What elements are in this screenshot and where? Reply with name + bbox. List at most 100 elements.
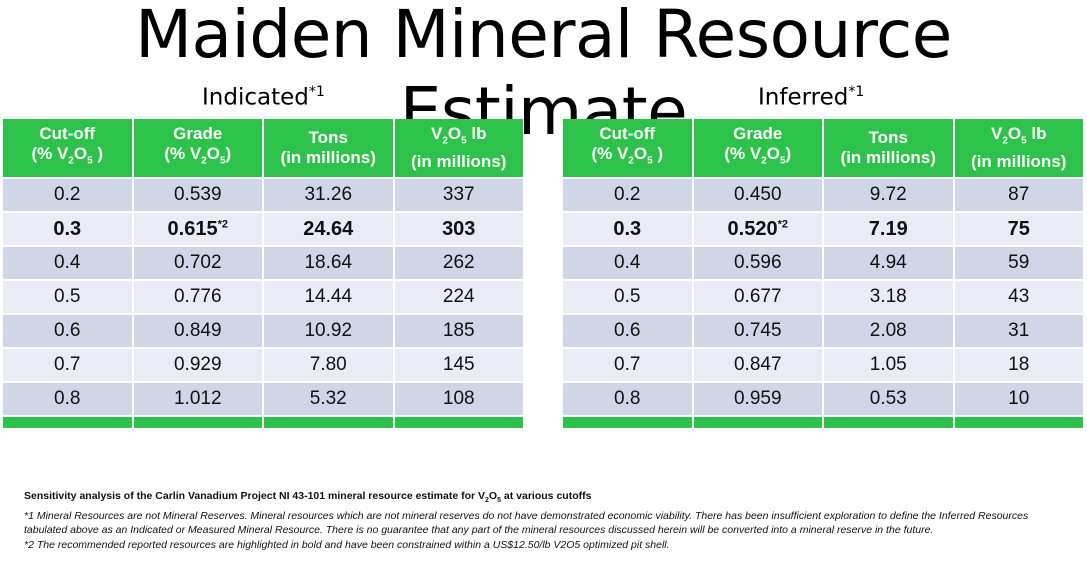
- subscript: 2: [485, 497, 489, 505]
- cell-grade: 0.849: [133, 315, 262, 347]
- cell-tons: 0.53: [824, 383, 953, 415]
- footer-cell: [954, 417, 1083, 428]
- notes-heading: Sensitivity analysis of the Carlin Vanad…: [24, 489, 1074, 509]
- table-row: 0.4 0.702 18.64 262: [3, 247, 523, 279]
- cell-v2o5-lb: 75: [954, 213, 1083, 245]
- cell-grade: 0.677: [693, 281, 822, 313]
- cell-cutoff: 0.6: [563, 315, 692, 347]
- subscript: 5: [497, 497, 501, 505]
- cell-tons: 5.32: [264, 383, 393, 415]
- table-row: 0.6 0.745 2.08 31: [563, 315, 1083, 347]
- cell-cutoff: 0.7: [3, 349, 132, 381]
- footer-cell: [824, 417, 953, 428]
- cell-tons: 4.94: [824, 247, 953, 279]
- cell-v2o5-lb: 224: [394, 281, 523, 313]
- header-tons: Tons (in millions): [264, 119, 393, 177]
- cell-grade: 0.596: [693, 247, 822, 279]
- cell-v2o5-lb: 145: [394, 349, 523, 381]
- cell-v2o5-lb: 337: [394, 179, 523, 211]
- cell-tons: 7.80: [264, 349, 393, 381]
- cell-cutoff: 0.5: [3, 281, 132, 313]
- footer-cell: [563, 417, 692, 428]
- header-v2o5-lb: V2O5 lb (in millions): [394, 119, 523, 177]
- cell-cutoff: 0.4: [563, 247, 692, 279]
- cell-grade: 0.615*2: [133, 213, 262, 245]
- cell-cutoff: 0.8: [563, 383, 692, 415]
- cell-cutoff: 0.6: [3, 315, 132, 347]
- cell-cutoff: 0.3: [563, 213, 692, 245]
- table-row: 0.2 0.450 9.72 87: [563, 179, 1083, 211]
- table-row: 0.6 0.849 10.92 185: [3, 315, 523, 347]
- cell-tons: 18.64: [264, 247, 393, 279]
- cell-cutoff: 0.7: [563, 349, 692, 381]
- header-grade: Grade (% V2O5): [133, 119, 262, 177]
- footnotes: Sensitivity analysis of the Carlin Vanad…: [24, 489, 1074, 552]
- header-v2o5-lb: V2O5 lb (in millions): [954, 119, 1083, 177]
- footer-cell: [3, 417, 132, 428]
- cell-grade: 0.847: [693, 349, 822, 381]
- cell-tons: 7.19: [824, 213, 953, 245]
- indicated-table: Cut-off (% V2O5 ) Grade (% V2O5) Tons (in mil…: [1, 117, 525, 430]
- footnote-ref: *1: [848, 84, 865, 100]
- page-title: Maiden Mineral Resource Estimate: [135, 0, 952, 150]
- cell-grade: 0.745: [693, 315, 822, 347]
- cell-grade: 0.520*2: [693, 213, 822, 245]
- cell-tons: 1.05: [824, 349, 953, 381]
- table-row: 0.7 0.929 7.80 145: [3, 349, 523, 381]
- footer-bar: [563, 417, 1083, 428]
- footer-cell: [264, 417, 393, 428]
- cell-v2o5-lb: 303: [394, 213, 523, 245]
- cell-tons: 31.26: [264, 179, 393, 211]
- footer-cell: [693, 417, 822, 428]
- table-row: 0.3 0.520*2 7.19 75: [563, 213, 1083, 245]
- cell-v2o5-lb: 262: [394, 247, 523, 279]
- notes-heading-text: O: [488, 490, 498, 502]
- cell-tons: 9.72: [824, 179, 953, 211]
- cell-tons: 2.08: [824, 315, 953, 347]
- cell-cutoff: 0.2: [563, 179, 692, 211]
- cell-tons: 24.64: [264, 213, 393, 245]
- footnote-2: *2 The recommended reported resources ar…: [24, 538, 670, 551]
- table-row: 0.8 1.012 5.32 108: [3, 383, 523, 415]
- table-row: 0.8 0.959 0.53 10: [563, 383, 1083, 415]
- table-row: 0.2 0.539 31.26 337: [3, 179, 523, 211]
- header-cutoff: Cut-off (% V2O5 ): [3, 119, 132, 177]
- table-row: 0.3 0.615*2 24.64 303: [3, 213, 523, 245]
- footer-cell: [394, 417, 523, 428]
- cell-v2o5-lb: 87: [954, 179, 1083, 211]
- cell-cutoff: 0.8: [3, 383, 132, 415]
- cell-grade: 0.450: [693, 179, 822, 211]
- footer-bar: [3, 417, 523, 428]
- cell-grade: 0.776: [133, 281, 262, 313]
- header-cutoff: Cut-off (% V2O5 ): [563, 119, 692, 177]
- cell-v2o5-lb: 185: [394, 315, 523, 347]
- footnote-1: *1 Mineral Resources are not Mineral Res…: [24, 509, 1029, 537]
- inferred-heading: Inferred*1: [758, 84, 864, 111]
- table-row: 0.7 0.847 1.05 18: [563, 349, 1083, 381]
- table-row: 0.5 0.776 14.44 224: [3, 281, 523, 313]
- cell-v2o5-lb: 10: [954, 383, 1083, 415]
- cell-cutoff: 0.5: [563, 281, 692, 313]
- cell-cutoff: 0.3: [3, 213, 132, 245]
- footer-cell: [133, 417, 262, 428]
- cell-cutoff: 0.2: [3, 179, 132, 211]
- header-row: Cut-off (% V2O5 ) Grade (% V2O5) Tons (in mil…: [563, 119, 1083, 177]
- cell-v2o5-lb: 43: [954, 281, 1083, 313]
- inferred-table: Cut-off (% V2O5 ) Grade (% V2O5) Tons (in mil…: [561, 117, 1085, 430]
- cell-v2o5-lb: 108: [394, 383, 523, 415]
- indicated-label: Indicated: [202, 84, 309, 111]
- cell-grade: 0.539: [133, 179, 262, 211]
- cell-tons: 14.44: [264, 281, 393, 313]
- inferred-label: Inferred: [758, 84, 849, 111]
- cell-v2o5-lb: 18: [954, 349, 1083, 381]
- cell-v2o5-lb: 59: [954, 247, 1083, 279]
- cell-v2o5-lb: 31: [954, 315, 1083, 347]
- cell-tons: 3.18: [824, 281, 953, 313]
- notes-heading-text: Sensitivity analysis of the Carlin Vanad…: [24, 490, 486, 502]
- cell-tons: 10.92: [264, 315, 393, 347]
- cell-grade: 0.959: [693, 383, 822, 415]
- table-row: 0.4 0.596 4.94 59: [563, 247, 1083, 279]
- indicated-heading: Indicated*1: [202, 84, 325, 111]
- cell-grade: 0.929: [133, 349, 262, 381]
- cell-grade: 1.012: [133, 383, 262, 415]
